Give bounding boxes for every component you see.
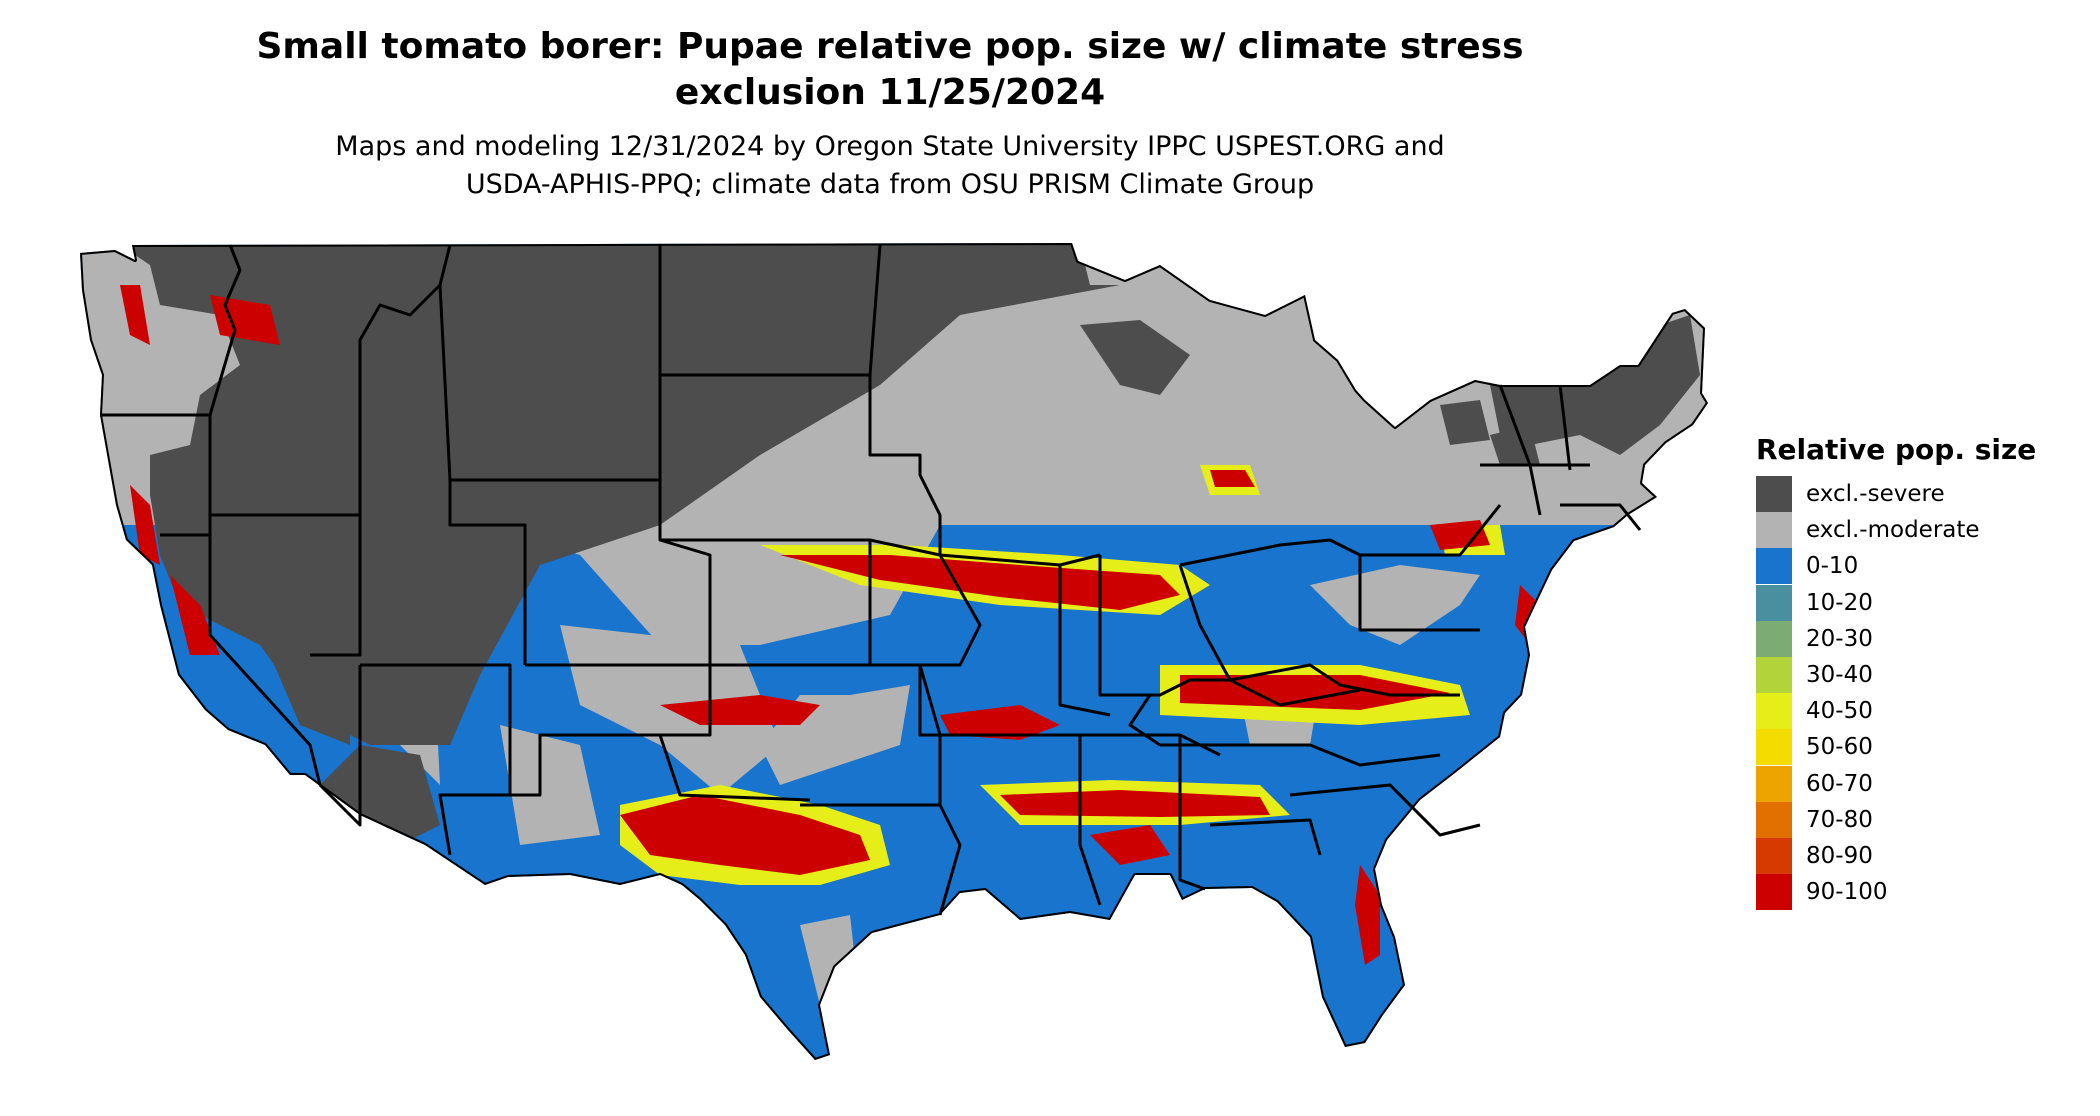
map-subtitle-line-2: USDA-APHIS-PPQ; climate data from OSU PR… xyxy=(465,169,1315,200)
legend-label: excl.-severe xyxy=(1806,481,1945,508)
legend-label: 20-30 xyxy=(1806,625,1873,652)
legend-label: 0-10 xyxy=(1806,553,1859,580)
legend-swatch xyxy=(1756,657,1792,694)
map-title-line-1: Small tomato borer: Pupae relative pop. … xyxy=(256,26,1524,67)
legend-label: 10-20 xyxy=(1806,589,1873,616)
legend-swatch xyxy=(1756,765,1792,802)
legend-item: 30-40 xyxy=(1756,657,2086,694)
legend-swatch xyxy=(1756,801,1792,838)
legend-label: 40-50 xyxy=(1806,698,1873,725)
legend-item: 20-30 xyxy=(1756,620,2086,657)
legend-swatch xyxy=(1756,548,1792,585)
legend-item: 80-90 xyxy=(1756,837,2086,874)
map-subtitle-line-1: Maps and modeling 12/31/2024 by Oregon S… xyxy=(335,131,1445,162)
legend-item: 70-80 xyxy=(1756,801,2086,838)
legend-swatch xyxy=(1756,837,1792,874)
legend-item: 10-20 xyxy=(1756,584,2086,621)
legend-swatch xyxy=(1756,620,1792,657)
legend-swatch xyxy=(1756,729,1792,766)
legend-items: excl.-severe excl.-moderate 0-10 10-20 20-30… xyxy=(1756,476,2086,911)
legend-label: 60-70 xyxy=(1806,770,1873,797)
state-borders xyxy=(80,243,1708,1060)
legend-item: 90-100 xyxy=(1756,874,2086,911)
legend-label: excl.-moderate xyxy=(1806,517,1980,544)
map-title: Small tomato borer: Pupae relative pop. … xyxy=(160,24,1620,116)
legend-item: excl.-severe xyxy=(1756,476,2086,513)
legend: Relative pop. size excl.-severe excl.-mod… xyxy=(1756,432,2086,911)
legend-swatch xyxy=(1756,512,1792,549)
legend-swatch xyxy=(1756,874,1792,911)
legend-item: 0-10 xyxy=(1756,548,2086,585)
legend-item: excl.-moderate xyxy=(1756,512,2086,549)
legend-item: 40-50 xyxy=(1756,693,2086,730)
map-title-line-2: exclusion 11/25/2024 xyxy=(674,72,1106,113)
legend-label: 80-90 xyxy=(1806,842,1873,869)
legend-swatch xyxy=(1756,476,1792,513)
legend-item: 60-70 xyxy=(1756,765,2086,802)
legend-swatch xyxy=(1756,584,1792,621)
legend-label: 90-100 xyxy=(1806,879,1888,906)
legend-label: 30-40 xyxy=(1806,662,1873,689)
legend-swatch xyxy=(1756,693,1792,730)
us-risk-map xyxy=(80,243,1708,1060)
legend-label: 50-60 xyxy=(1806,734,1873,761)
legend-label: 70-80 xyxy=(1806,806,1873,833)
map-fill-layers xyxy=(80,243,1708,1060)
high-risk-areas xyxy=(120,285,1540,965)
legend-title: Relative pop. size xyxy=(1756,433,2037,466)
legend-item: 50-60 xyxy=(1756,729,2086,766)
map-subtitle: Maps and modeling 12/31/2024 by Oregon S… xyxy=(160,128,1620,204)
